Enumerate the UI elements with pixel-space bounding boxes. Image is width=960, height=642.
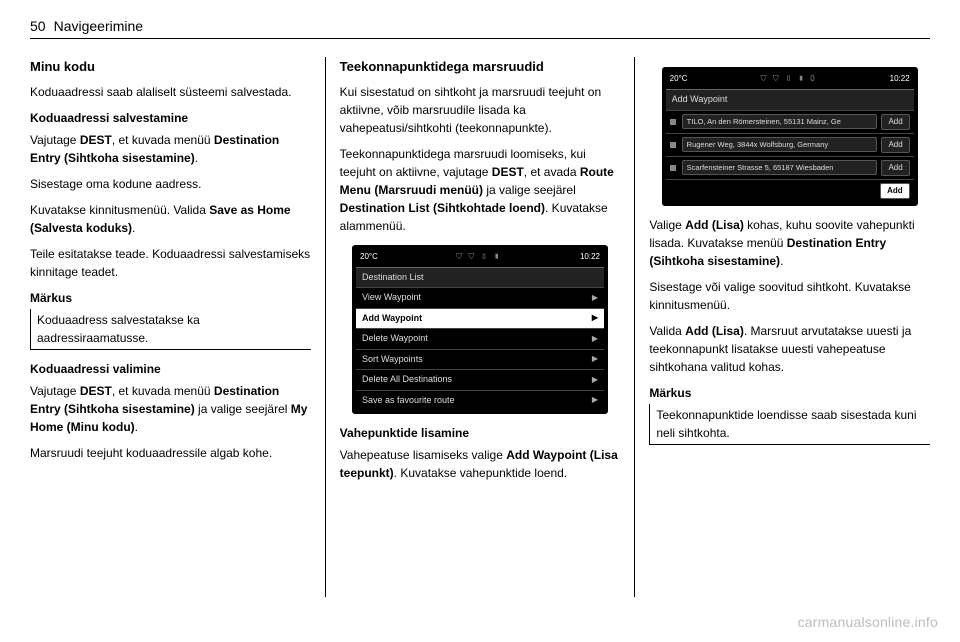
waypoint-address-label: Rugener Weg, 3844x Wolfsburg, Germany bbox=[682, 137, 878, 152]
menu-item-label: Save as favourite route bbox=[362, 394, 455, 408]
page-header: 50 Navigeerimine bbox=[30, 18, 930, 39]
screen1-temp: 20°C bbox=[360, 251, 378, 263]
col1-p1: Koduaadressi saab alaliselt süsteemi sal… bbox=[30, 83, 311, 101]
add-button[interactable]: Add bbox=[881, 114, 909, 130]
screen2-icons: ⛉ ⛉ ▯ ▮ 0 bbox=[761, 73, 817, 85]
waypoint-address-row[interactable]: TILO, An den Römersteinen, 55131 Mainz, … bbox=[666, 110, 914, 133]
page-number: 50 bbox=[30, 18, 46, 34]
screenshot-add-waypoint: 20°C ⛉ ⛉ ▯ ▮ 0 10:22 Add Waypoint TILO, … bbox=[662, 67, 918, 206]
col3-p1: Valige Add (Lisa) kohas, kuhu soovite va… bbox=[649, 216, 930, 270]
col1-p5: Teile esitatakse teade. Koduaadressi sal… bbox=[30, 245, 311, 281]
col2-p2: Teekonnapunktidega marsruudi loomiseks, … bbox=[340, 145, 621, 235]
menu-item[interactable]: Delete Waypoint ▶ bbox=[356, 328, 604, 349]
waypoint-address-row[interactable]: Rugener Weg, 3844x Wolfsburg, GermanyAdd bbox=[666, 133, 914, 156]
section-title: Navigeerimine bbox=[54, 18, 143, 34]
screen2-time: 10:22 bbox=[890, 73, 910, 85]
watermark: carmanualsonline.info bbox=[798, 614, 938, 630]
col3-p2: Sisestage või valige soovitud sihtkoht. … bbox=[649, 278, 930, 314]
bullet-icon bbox=[670, 119, 676, 125]
col1-p7: Marsruudi teejuht koduaadressile algab k… bbox=[30, 444, 311, 462]
screen2-title: Add Waypoint bbox=[666, 90, 914, 110]
column-3: 20°C ⛉ ⛉ ▯ ▮ 0 10:22 Add Waypoint TILO, … bbox=[634, 57, 930, 597]
note-body-1: Koduaadress salvestatakse ka aadressiraa… bbox=[30, 309, 311, 350]
col2-p3: Vahepeatuse lisamiseks valige Add Waypoi… bbox=[340, 446, 621, 482]
waypoint-address-label: TILO, An den Römersteinen, 55131 Mainz, … bbox=[682, 114, 878, 129]
chevron-right-icon: ▶ bbox=[592, 292, 598, 304]
screen2-statusbar: 20°C ⛉ ⛉ ▯ ▮ 0 10:22 bbox=[666, 71, 914, 90]
screenshot-destination-list: 20°C ⛉ ⛉ ▯ ▮ 10:22 Destination List View… bbox=[352, 245, 608, 415]
note-box-1: Märkus Koduaadress salvestatakse ka aadr… bbox=[30, 289, 311, 350]
column-1: Minu kodu Koduaadressi saab alaliselt sü… bbox=[30, 57, 325, 597]
screen1-icons: ⛉ ⛉ ▯ ▮ bbox=[456, 251, 501, 263]
col1-p3: Sisestage oma kodune aadress. bbox=[30, 175, 311, 193]
chevron-right-icon: ▶ bbox=[592, 333, 598, 345]
col2-p1: Kui sisestatud on sihtkoht ja marsruudi … bbox=[340, 83, 621, 137]
col2-heading: Teekonnapunktidega marsruudid bbox=[340, 57, 621, 77]
col1-p2: Vajutage DEST, et kuvada menüü Destinati… bbox=[30, 131, 311, 167]
add-button[interactable]: Add bbox=[881, 160, 909, 176]
col1-heading: Minu kodu bbox=[30, 57, 311, 77]
waypoint-address-row[interactable]: Scarfensteiner Strasse 5, 65187 Wiesbade… bbox=[666, 156, 914, 179]
content-columns: Minu kodu Koduaadressi saab alaliselt sü… bbox=[30, 57, 930, 597]
note-box-2: Märkus Teekonnapunktide loendisse saab s… bbox=[649, 384, 930, 445]
col2-subhead-add: Vahepunktide lisamine bbox=[340, 424, 621, 442]
menu-item-label: Delete Waypoint bbox=[362, 332, 428, 346]
screen1-time: 10:22 bbox=[580, 251, 600, 263]
note-title-2: Märkus bbox=[649, 384, 930, 402]
screen2-address-list: TILO, An den Römersteinen, 55131 Mainz, … bbox=[666, 110, 914, 202]
menu-item-label: Delete All Destinations bbox=[362, 373, 452, 387]
screen1-statusbar: 20°C ⛉ ⛉ ▯ ▮ 10:22 bbox=[356, 249, 604, 268]
column-2: Teekonnapunktidega marsruudid Kui sisest… bbox=[325, 57, 635, 597]
menu-item[interactable]: Save as favourite route ▶ bbox=[356, 390, 604, 411]
menu-item-label: View Waypoint bbox=[362, 291, 421, 305]
menu-item[interactable]: Delete All Destinations ▶ bbox=[356, 369, 604, 390]
col1-p6: Vajutage DEST, et kuvada menüü Destinati… bbox=[30, 382, 311, 436]
menu-item-label: Sort Waypoints bbox=[362, 353, 423, 367]
menu-item[interactable]: Add Waypoint ▶ bbox=[356, 308, 604, 329]
note-title-1: Märkus bbox=[30, 289, 311, 307]
add-button[interactable]: Add bbox=[881, 137, 909, 153]
bullet-icon bbox=[670, 142, 676, 148]
menu-item[interactable]: Sort Waypoints ▶ bbox=[356, 349, 604, 370]
manual-page: 50 Navigeerimine Minu kodu Koduaadressi s… bbox=[0, 0, 960, 642]
chevron-right-icon: ▶ bbox=[592, 374, 598, 386]
add-waypoint-bar[interactable]: Add bbox=[666, 179, 914, 202]
menu-item[interactable]: View Waypoint ▶ bbox=[356, 287, 604, 308]
col1-subhead-select: Koduaadressi valimine bbox=[30, 360, 311, 378]
col1-p4: Kuvatakse kinnitusmenüü. Valida Save as … bbox=[30, 201, 311, 237]
chevron-right-icon: ▶ bbox=[592, 394, 598, 406]
screen1-title: Destination List bbox=[356, 268, 604, 288]
waypoint-address-label: Scarfensteiner Strasse 5, 65187 Wiesbade… bbox=[682, 160, 878, 175]
note-body-2: Teekonnapunktide loendisse saab sisestad… bbox=[649, 404, 930, 445]
screen1-menu-list: View Waypoint▶Add Waypoint▶Delete Waypoi… bbox=[356, 287, 604, 410]
bullet-icon bbox=[670, 165, 676, 171]
add-button-highlight[interactable]: Add bbox=[880, 183, 910, 199]
screen2-temp: 20°C bbox=[670, 73, 688, 85]
col3-p3: Valida Add (Lisa). Marsruut arvutatakse … bbox=[649, 322, 930, 376]
chevron-right-icon: ▶ bbox=[592, 312, 598, 324]
menu-item-label: Add Waypoint bbox=[362, 312, 422, 326]
col1-subhead-save: Koduaadressi salvestamine bbox=[30, 109, 311, 127]
chevron-right-icon: ▶ bbox=[592, 353, 598, 365]
